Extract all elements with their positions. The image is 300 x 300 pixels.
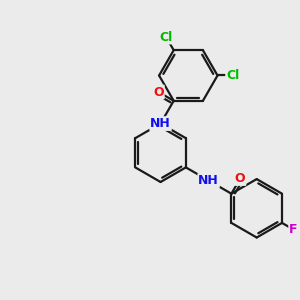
Text: O: O xyxy=(235,172,245,185)
Text: NH: NH xyxy=(198,174,219,187)
Text: Cl: Cl xyxy=(160,31,173,44)
Text: Cl: Cl xyxy=(226,69,239,82)
Text: F: F xyxy=(289,223,298,236)
Text: NH: NH xyxy=(150,117,171,130)
Text: O: O xyxy=(153,85,164,98)
